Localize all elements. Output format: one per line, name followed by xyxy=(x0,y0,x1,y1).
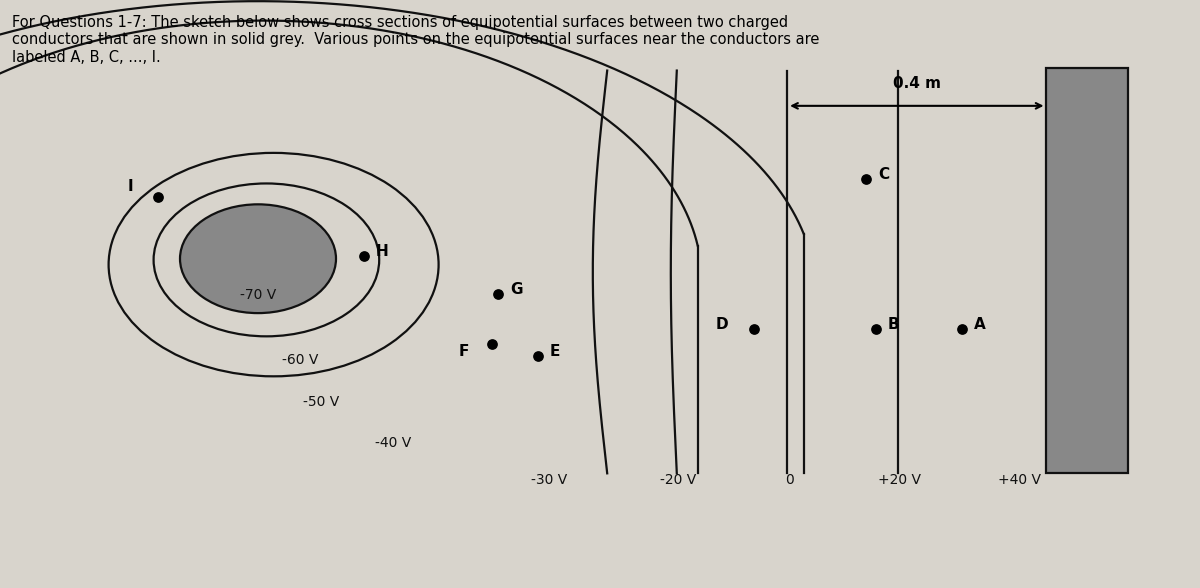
Text: -40 V: -40 V xyxy=(376,436,412,450)
Text: For Questions 1-7: The sketch below shows cross sections of equipotential surfac: For Questions 1-7: The sketch below show… xyxy=(12,15,820,65)
Bar xyxy=(1046,68,1128,473)
Text: +20 V: +20 V xyxy=(878,473,922,487)
Text: -60 V: -60 V xyxy=(282,353,318,367)
Text: F: F xyxy=(458,344,469,359)
Text: H: H xyxy=(376,244,389,259)
Text: -20 V: -20 V xyxy=(660,473,696,487)
Text: -50 V: -50 V xyxy=(304,395,340,409)
Text: 0: 0 xyxy=(785,473,794,487)
Text: C: C xyxy=(878,168,889,182)
Text: -30 V: -30 V xyxy=(532,473,568,487)
Text: I: I xyxy=(127,179,133,194)
Point xyxy=(354,251,373,260)
Text: 0.4 m: 0.4 m xyxy=(893,76,941,91)
Point xyxy=(857,175,876,184)
Point xyxy=(482,339,502,349)
Text: G: G xyxy=(510,282,522,297)
Text: -70 V: -70 V xyxy=(240,288,276,302)
Text: D: D xyxy=(715,318,728,332)
Point xyxy=(744,325,763,334)
Point xyxy=(488,289,508,299)
Point xyxy=(528,351,547,360)
Text: E: E xyxy=(550,344,560,359)
Text: A: A xyxy=(974,318,986,332)
Point xyxy=(149,192,168,202)
Ellipse shape xyxy=(180,205,336,313)
Point xyxy=(866,325,886,334)
Text: B: B xyxy=(888,318,900,332)
Text: +40 V: +40 V xyxy=(998,473,1042,487)
Point xyxy=(953,325,972,334)
